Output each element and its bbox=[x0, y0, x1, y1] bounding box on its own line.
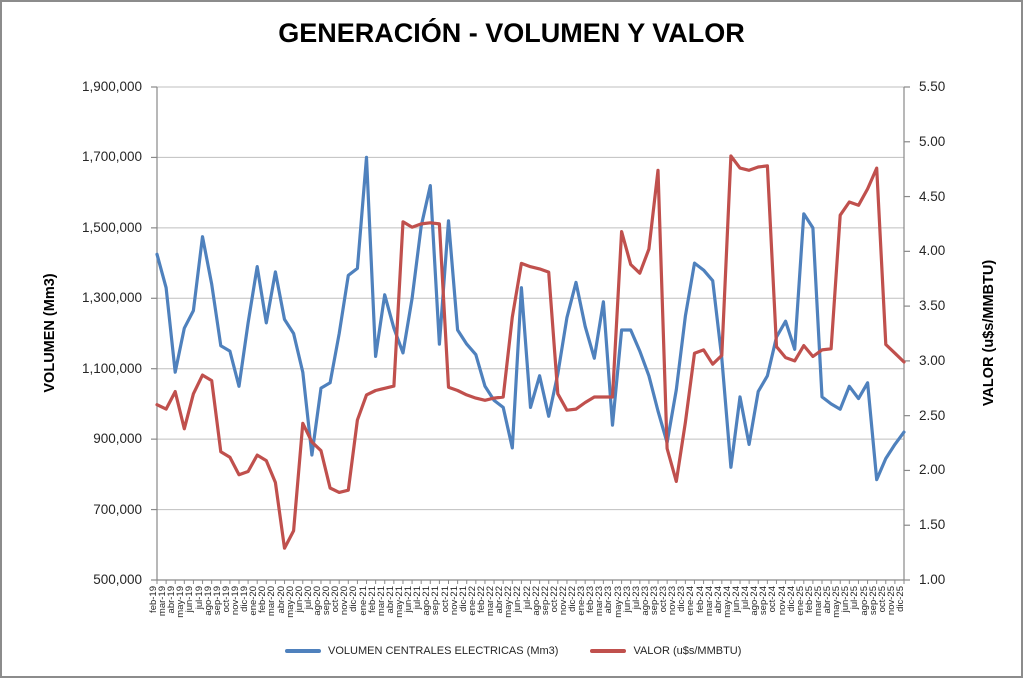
right-axis-title: VALOR (u$s/MMBTU) bbox=[981, 259, 997, 407]
legend-label-volumen: VOLUMEN CENTRALES ELECTRICAS (Mm3) bbox=[328, 645, 559, 657]
right-axis-tick-label: 4.00 bbox=[919, 243, 946, 259]
volumen-line-swatch bbox=[285, 649, 321, 653]
left-axis-tick-label: 500,000 bbox=[93, 572, 142, 587]
right-axis-tick-label: 4.50 bbox=[919, 188, 946, 204]
right-axis-tick-label: 3.00 bbox=[919, 352, 946, 368]
x-axis-tick-label: dic-25 bbox=[895, 586, 906, 612]
left-axis-tick-label: 1,700,000 bbox=[81, 149, 142, 165]
left-axis-tick-label: 1,900,000 bbox=[81, 79, 142, 94]
left-axis-tick-label: 700,000 bbox=[93, 501, 142, 517]
right-axis-tick-label: 5.50 bbox=[919, 79, 946, 94]
right-axis-tick-label: 1.00 bbox=[919, 572, 946, 587]
left-axis-tick-label: 1,100,000 bbox=[81, 360, 142, 376]
right-axis-tick-label: 1.50 bbox=[919, 517, 946, 533]
legend-item-valor: VALOR (u$s/MMBTU) bbox=[590, 645, 741, 657]
left-axis-tick-label: 900,000 bbox=[93, 431, 142, 447]
right-axis-tick-label: 3.50 bbox=[919, 298, 946, 314]
chart-title: GENERACIÓN - VOLUMEN Y VALOR bbox=[278, 18, 745, 48]
legend: VOLUMEN CENTRALES ELECTRICAS (Mm3) VALOR… bbox=[285, 645, 741, 657]
valor-line-swatch bbox=[590, 649, 627, 653]
legend-item-volumen: VOLUMEN CENTRALES ELECTRICAS (Mm3) bbox=[285, 645, 558, 657]
right-axis-tick-label: 5.00 bbox=[919, 133, 946, 149]
right-axis-tick-label: 2.50 bbox=[919, 407, 946, 423]
left-axis-tick-label: 1,500,000 bbox=[81, 219, 142, 235]
right-axis-tick-label: 2.00 bbox=[919, 462, 946, 478]
legend-label-valor: VALOR (u$s/MMBTU) bbox=[633, 645, 742, 657]
left-axis-tick-label: 1,300,000 bbox=[81, 290, 142, 306]
